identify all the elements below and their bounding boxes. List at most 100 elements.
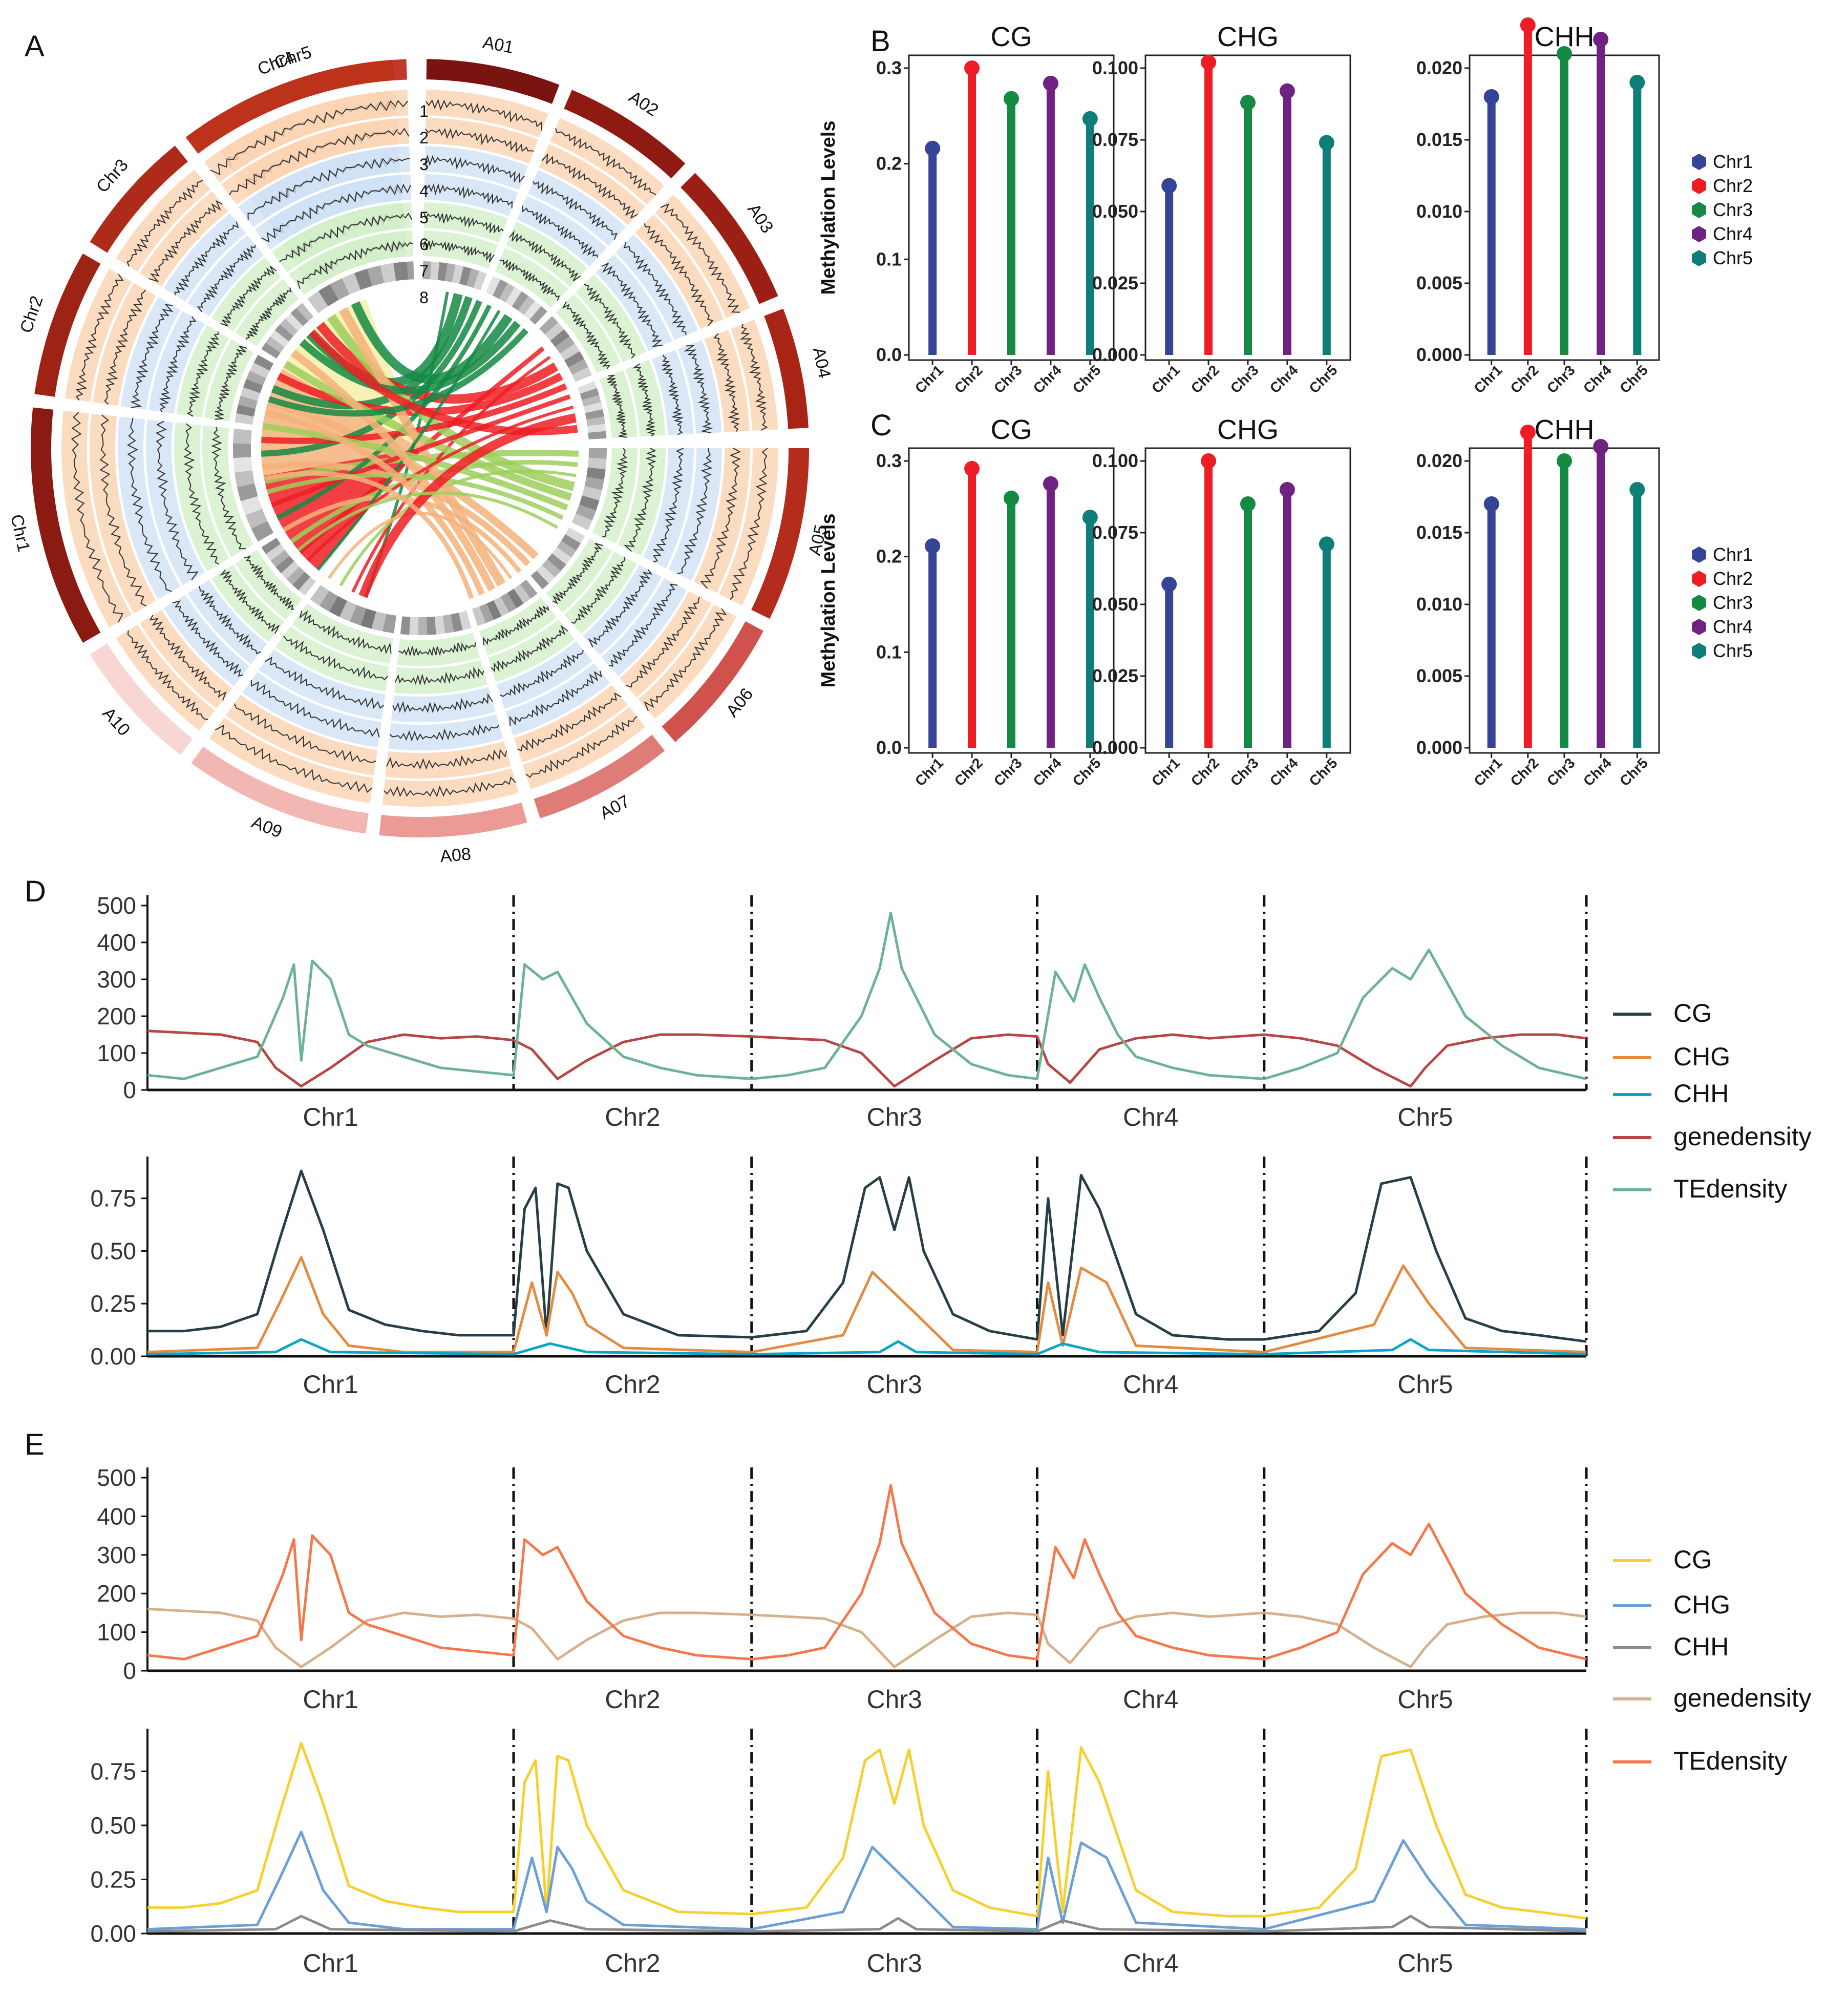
track-band: [618, 448, 666, 556]
lollipop-head-Chr3: [1557, 453, 1572, 469]
density-cell: [350, 604, 367, 626]
density-cell: [572, 367, 592, 383]
track-band: [506, 222, 588, 287]
density-cell: [240, 387, 260, 401]
density-cell: [319, 591, 338, 612]
track-band: [187, 580, 267, 664]
density-cell: [568, 359, 588, 375]
track-band: [505, 663, 610, 736]
track-label-3: 3: [419, 155, 429, 174]
track-signal: [632, 363, 657, 437]
density-cell: [580, 388, 599, 401]
track-band: [391, 687, 496, 722]
legend-key-Chr1: [1692, 547, 1706, 563]
track-signal: [562, 301, 610, 369]
density-cell: [485, 276, 501, 296]
track-band: [730, 320, 778, 431]
legend-label-TEdensity: TEdensity: [1673, 1174, 1787, 1203]
track-signal: [541, 153, 639, 219]
y-tick-label: 400: [97, 929, 136, 956]
track-signal: [699, 448, 741, 589]
synteny-link: [282, 495, 522, 573]
track-band: [678, 340, 722, 434]
track-signal: [426, 99, 542, 131]
track-signal: [130, 304, 174, 408]
track-signal: [148, 200, 223, 282]
track-signal: [626, 597, 700, 688]
panel-label-a: A: [25, 30, 45, 63]
density-cell: [246, 370, 266, 386]
density-cell: [466, 268, 479, 288]
density-cell: [576, 505, 597, 521]
track-signal: [608, 583, 678, 667]
y-tick-label: 300: [97, 966, 136, 993]
track-band: [643, 448, 694, 569]
density-cell: [290, 308, 308, 326]
track-band: [635, 214, 724, 329]
density-cell: [275, 555, 294, 574]
category-label-Chr5: Chr5: [1397, 1370, 1453, 1399]
lollipop-head-Chr1: [925, 140, 941, 156]
track-band: [93, 283, 156, 406]
density-cell: [233, 457, 252, 473]
category-label-Chr1: Chr1: [303, 1103, 358, 1131]
density-cell: [552, 547, 571, 565]
track-band: [146, 419, 205, 585]
track-signal: [601, 262, 663, 347]
circos-plot: Chr5 A01A02A03A04A05A06A07A08A09A10Chr1Ch…: [7, 32, 834, 866]
density-cell: [418, 617, 428, 635]
y-tick-label: 0.010: [1416, 594, 1462, 615]
track-signal: [522, 205, 599, 258]
legend-label-genedensity: genedensity: [1673, 1684, 1812, 1712]
y-tick-label: 0.100: [1092, 57, 1138, 78]
lollipop-head-Chr2: [964, 60, 980, 76]
density-cell: [442, 614, 454, 634]
track-signal: [215, 724, 373, 793]
y-tick-label: 0.75: [90, 1758, 136, 1784]
legend-label-Chr2: Chr2: [1713, 568, 1753, 589]
ideogram-A10: [90, 643, 193, 755]
density-cell: [451, 613, 463, 632]
lollipop-head-Chr4: [1593, 439, 1609, 454]
density-cell: [241, 496, 262, 515]
track-signal: [508, 230, 581, 282]
density-cell: [409, 617, 419, 635]
track-signal: [296, 241, 406, 289]
category-label-Chr1: Chr1: [303, 1949, 358, 1978]
track-signal: [424, 183, 513, 208]
density-cell: [500, 593, 517, 613]
density-cell: [318, 284, 339, 306]
density-cell: [280, 319, 299, 337]
track-band: [120, 297, 181, 410]
track-signal: [127, 417, 172, 592]
density-cell: [383, 614, 397, 634]
category-label-Chr4: Chr4: [1123, 1370, 1178, 1399]
y-tick-label: 0.2: [876, 546, 902, 567]
lollipop-head-Chr5: [1319, 536, 1334, 552]
density-cell: [571, 513, 592, 531]
synteny-link: [299, 321, 521, 395]
track-signal: [730, 448, 768, 600]
ideogram-A01: [426, 59, 560, 104]
density-cell: [296, 303, 314, 322]
ideogram-A07: [534, 734, 665, 818]
track-label-5: 5: [419, 208, 429, 227]
density-cell: [588, 448, 607, 459]
density-cell: [582, 486, 602, 501]
track-label-7: 7: [419, 262, 429, 280]
track-signal: [555, 128, 656, 196]
lollipop-head-Chr2: [1201, 54, 1217, 70]
ideogram-Chr2: [34, 254, 101, 397]
y-tick-label: 0.3: [876, 450, 902, 471]
density-cell: [582, 395, 601, 407]
density-cell: [584, 476, 604, 491]
track-band: [719, 448, 778, 605]
ideogram-A08: [379, 803, 527, 837]
y-tick-label: 100: [97, 1619, 136, 1646]
category-label-Chr1: Chr1: [303, 1370, 358, 1399]
track-band: [187, 235, 264, 317]
track-band: [601, 578, 687, 677]
category-label-Chr3: Chr3: [866, 1370, 922, 1399]
category-label-Chr4: Chr4: [1123, 1103, 1178, 1131]
track-band: [65, 269, 132, 402]
